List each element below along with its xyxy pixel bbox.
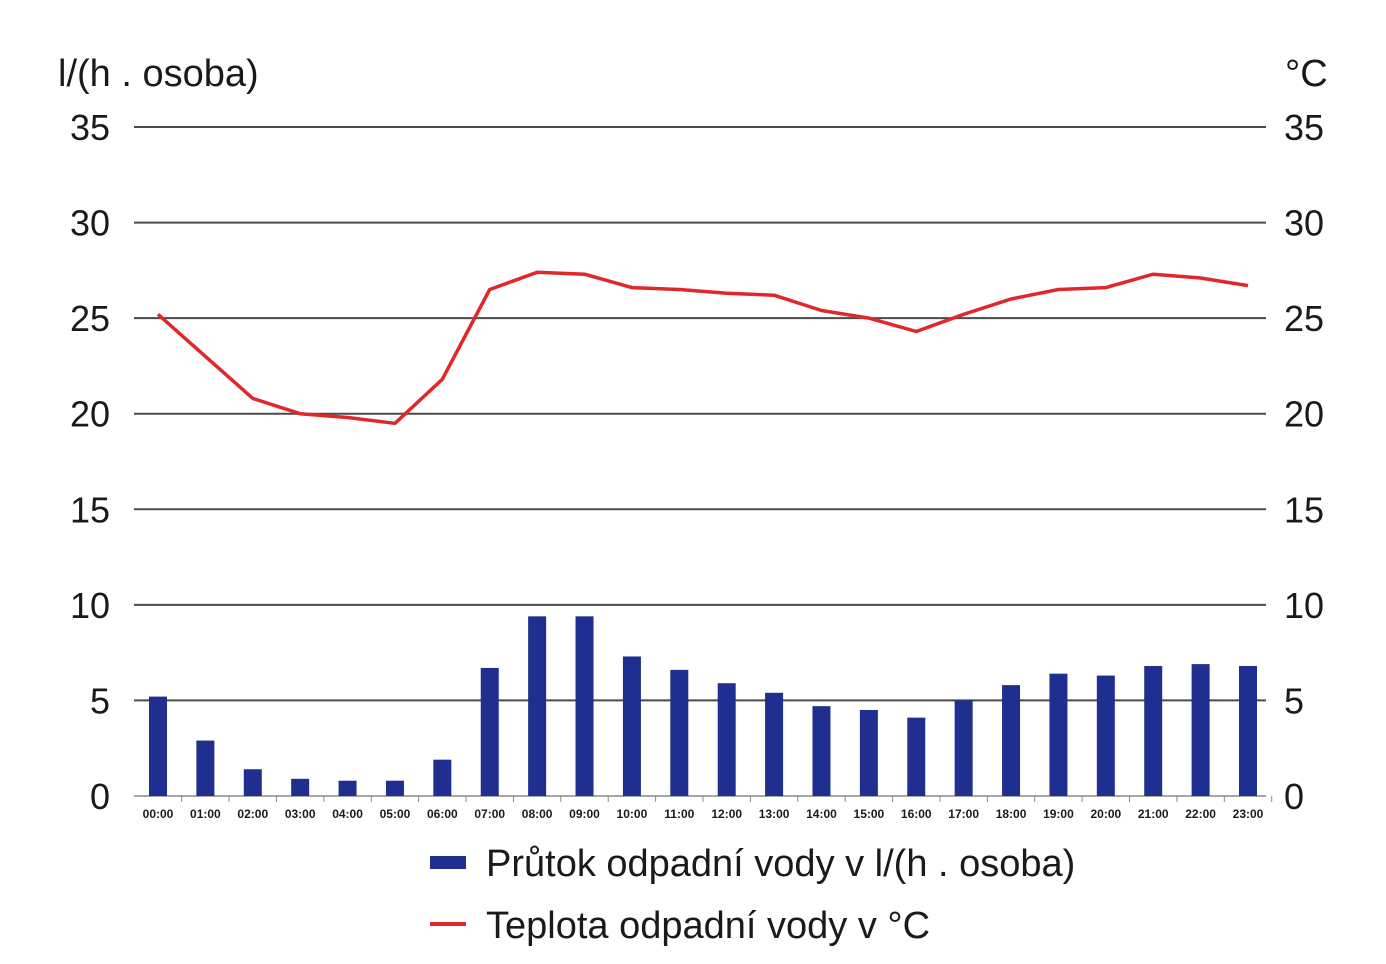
x-tick-label: 20:00 — [1090, 807, 1121, 821]
bar-06:00 — [433, 759, 452, 796]
line-series — [156, 270, 1249, 426]
x-tick-label: 06:00 — [427, 807, 458, 821]
bar-00:00 — [149, 696, 167, 796]
left-tick-label: 15 — [70, 489, 110, 530]
left-tick-label: 5 — [90, 680, 110, 721]
bar-21:00 — [1144, 666, 1163, 796]
x-tick-label: 22:00 — [1185, 807, 1216, 821]
legend: Průtok odpadní vody v l/(h . osoba) Tepl… — [430, 843, 1075, 947]
x-tick-label: 04:00 — [332, 807, 363, 821]
right-tick-label: 10 — [1284, 585, 1324, 626]
right-tick-label: 25 — [1284, 298, 1324, 339]
left-axis-title: l/(h . osoba) — [58, 53, 259, 95]
x-tick-label: 08:00 — [522, 807, 553, 821]
legend-swatch-flow — [430, 856, 466, 869]
x-tick-label: 14:00 — [806, 807, 837, 821]
right-tick-label: 30 — [1284, 203, 1324, 244]
right-tick-label: 5 — [1284, 680, 1304, 721]
x-tick-label: 01:00 — [190, 807, 221, 821]
right-y-axis: 0 5 10 15 20 25 30 35 — [1284, 107, 1324, 817]
bar-08:00 — [528, 616, 547, 796]
x-tick-label: 23:00 — [1233, 807, 1264, 821]
right-tick-label: 35 — [1284, 107, 1324, 148]
x-tick-label: 15:00 — [854, 807, 885, 821]
bar-04:00 — [338, 780, 357, 796]
left-tick-label: 20 — [70, 394, 110, 435]
x-tick-label: 18:00 — [996, 807, 1027, 821]
bar-09:00 — [575, 616, 594, 796]
x-tick-label: 05:00 — [380, 807, 411, 821]
right-tick-label: 20 — [1284, 394, 1324, 435]
legend-label-temperature: Teplota odpadní vody v °C — [486, 905, 930, 947]
bar-02:00 — [243, 769, 262, 796]
bar-series — [149, 616, 1257, 796]
left-tick-label: 30 — [70, 203, 110, 244]
bar-23:00 — [1239, 666, 1257, 796]
bar-14:00 — [812, 706, 831, 796]
bar-11:00 — [670, 669, 689, 796]
x-tick-label: 17:00 — [948, 807, 979, 821]
left-tick-label: 0 — [90, 776, 110, 817]
left-tick-label: 35 — [70, 107, 110, 148]
x-tick-label: 09:00 — [569, 807, 600, 821]
x-tick-label: 19:00 — [1043, 807, 1074, 821]
bar-12:00 — [717, 683, 736, 796]
bar-01:00 — [196, 740, 215, 796]
bar-18:00 — [1002, 685, 1021, 796]
x-tick-label: 10:00 — [617, 807, 648, 821]
x-tick-label: 03:00 — [285, 807, 316, 821]
right-tick-label: 0 — [1284, 776, 1304, 817]
x-tick-label: 07:00 — [474, 807, 505, 821]
left-tick-label: 10 — [70, 585, 110, 626]
right-tick-label: 15 — [1284, 489, 1324, 530]
x-tick-label: 21:00 — [1138, 807, 1169, 821]
x-tick-label: 16:00 — [901, 807, 932, 821]
right-axis-title: °C — [1285, 53, 1328, 95]
x-tick-label: 12:00 — [711, 807, 742, 821]
bar-16:00 — [907, 717, 926, 796]
bar-17:00 — [954, 700, 973, 796]
left-y-axis: 0 5 10 15 20 25 30 35 — [70, 107, 110, 817]
grid — [134, 126, 1266, 797]
bar-22:00 — [1191, 664, 1210, 796]
bar-03:00 — [291, 778, 310, 796]
legend-label-flow: Průtok odpadní vody v l/(h . osoba) — [486, 843, 1075, 885]
bar-10:00 — [622, 656, 641, 796]
x-tick-label: 11:00 — [664, 807, 694, 821]
x-tick-label: 02:00 — [237, 807, 268, 821]
bar-15:00 — [859, 709, 878, 796]
bar-19:00 — [1049, 673, 1068, 796]
bar-20:00 — [1096, 675, 1115, 796]
left-tick-label: 25 — [70, 298, 110, 339]
x-tick-label: 00:00 — [143, 807, 174, 821]
temperature-line — [156, 270, 1249, 426]
bar-05:00 — [385, 780, 404, 796]
x-tick-label: 13:00 — [759, 807, 790, 821]
bar-07:00 — [480, 667, 499, 796]
x-axis: 00:00 01:00 02:00 03:00 04:00 05:00 06:00 07:00… — [143, 796, 1273, 821]
bar-13:00 — [765, 692, 784, 796]
